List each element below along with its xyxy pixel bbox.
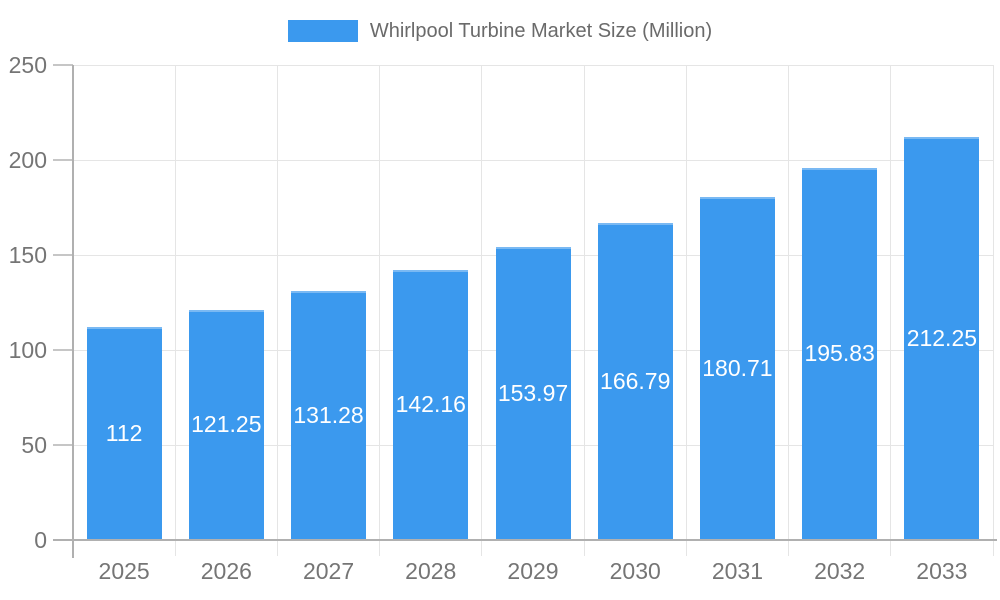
x-tick-label-2028: 2028: [405, 558, 457, 584]
bar-2029[interactable]: 153.97: [495, 247, 571, 540]
y-gridline: [73, 159, 993, 161]
x-tick-label-2026: 2026: [200, 558, 252, 584]
bar-value-label: 131.28: [293, 401, 364, 428]
bar-2027[interactable]: 131.28: [291, 290, 367, 540]
y-tick-label: 0: [34, 527, 47, 553]
bar-2028[interactable]: 142.16: [393, 269, 469, 540]
bar-2026[interactable]: 121.25: [188, 309, 264, 540]
bar-value-label: 153.97: [497, 380, 569, 407]
x-gridline: [992, 65, 994, 556]
bar-2030[interactable]: 166.79: [597, 223, 673, 540]
x-gridline: [276, 65, 278, 556]
y-tick-label: 50: [21, 432, 47, 458]
y-axis-line: [72, 65, 74, 558]
plot-area: 112 2025 121.25 2026 131.28 2027 142.16 2028 153…: [73, 64, 994, 584]
bar-2032[interactable]: 195.83: [802, 167, 878, 540]
x-tick-label-2031: 2031: [711, 558, 764, 584]
x-gridline: [685, 65, 687, 556]
bar-value-label: 212.25: [906, 324, 978, 351]
x-gridline: [583, 65, 585, 556]
bar-value-label: 166.79: [600, 368, 671, 395]
x-tick-label-2030: 2030: [609, 558, 661, 584]
y-tick-mark: [53, 64, 73, 66]
y-tick-mark: [53, 444, 73, 446]
bar-value-label: 121.25: [191, 411, 262, 438]
y-tick-label: 200: [8, 147, 47, 173]
bar-value-label: 180.71: [702, 354, 773, 381]
x-tick-label-2027: 2027: [302, 558, 355, 584]
bar-2033[interactable]: 212.25: [904, 136, 980, 540]
y-tick-mark: [53, 159, 73, 161]
x-gridline: [890, 65, 892, 556]
x-gridline: [481, 65, 483, 556]
y-tick-mark: [53, 349, 73, 351]
bar-2025[interactable]: 112: [86, 327, 162, 540]
y-tick-label: 150: [8, 242, 47, 268]
bar-value-label: 142.16: [395, 391, 466, 418]
x-tick-label-2029: 2029: [507, 558, 559, 584]
bar-value-label: 195.83: [804, 340, 875, 367]
x-tick-label-2033: 2033: [916, 558, 968, 584]
chart-legend[interactable]: Whirlpool Turbine Market Size (Million): [0, 20, 1000, 42]
x-tick-label-2025: 2025: [98, 558, 150, 584]
legend-swatch: [287, 20, 358, 42]
bar-value-label: 112: [105, 420, 143, 447]
x-gridline: [788, 65, 790, 556]
bar-2031[interactable]: 180.71: [699, 196, 775, 540]
x-gridline: [174, 65, 176, 556]
y-tick-mark: [53, 254, 73, 256]
x-axis-baseline: [53, 539, 997, 541]
legend-label: Whirlpool Turbine Market Size (Million): [369, 20, 713, 42]
y-gridline: [73, 64, 993, 66]
x-gridline: [379, 65, 381, 556]
x-tick-label-2032: 2032: [814, 558, 866, 584]
y-tick-label: 100: [8, 337, 47, 363]
y-tick-label: 250: [8, 52, 47, 78]
